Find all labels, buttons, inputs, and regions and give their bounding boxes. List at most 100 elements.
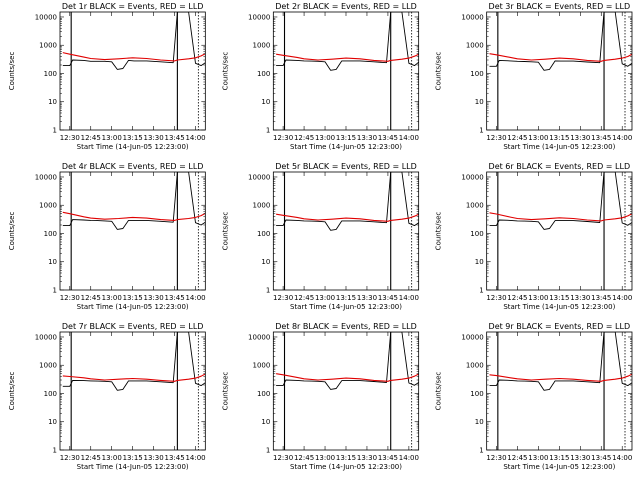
y-tick-label: 100 — [470, 230, 483, 238]
y-tick-label: 1000 — [253, 202, 271, 210]
y-tick-label: 1000 — [253, 42, 271, 50]
y-tick-label: 100 — [44, 70, 57, 78]
series-line-lld — [489, 373, 632, 382]
series-line-lld — [62, 211, 206, 221]
x-tick-label: 13:00 — [528, 134, 548, 142]
x-tick-label: 12:30 — [60, 454, 80, 462]
x-tick-label: 13:30 — [144, 134, 164, 142]
y-tick-label: 1 — [479, 447, 483, 455]
x-axis-label: Start Time (14-Jun-05 12:23:00) — [290, 303, 402, 311]
x-tick-label: 14:00 — [399, 454, 419, 462]
y-tick-label: 10000 — [248, 333, 270, 341]
y-axis-label: Counts/sec — [221, 212, 229, 251]
x-tick-label: 13:15 — [336, 294, 356, 302]
y-tick-label: 10 — [261, 258, 270, 266]
x-tick-label: 13:30 — [144, 454, 164, 462]
x-tick-label: 13:45 — [164, 454, 184, 462]
series-line-events — [276, 12, 419, 71]
x-tick-label: 14:00 — [612, 134, 632, 142]
plot-area — [276, 12, 419, 130]
y-tick-label: 100 — [470, 70, 483, 78]
series-line-events — [276, 172, 419, 231]
series-line-lld — [62, 373, 206, 382]
y-tick-label: 10000 — [461, 333, 483, 341]
x-tick-label: 13:15 — [123, 134, 143, 142]
series-line-events — [276, 332, 419, 390]
x-axis-label: Start Time (14-Jun-05 12:23:00) — [77, 463, 189, 471]
series-line-events — [489, 332, 632, 391]
plot-area — [62, 12, 206, 130]
panel-title: Det 3r BLACK = Events, RED = LLD — [489, 2, 631, 11]
y-tick-label: 1 — [479, 287, 483, 295]
x-tick-label: 13:15 — [549, 454, 569, 462]
y-tick-label: 1 — [266, 287, 270, 295]
panel-title: Det 1r BLACK = Events, RED = LLD — [62, 2, 204, 11]
y-axis-label: Counts/sec — [435, 52, 443, 91]
x-tick-label: 14:00 — [185, 134, 205, 142]
x-tick-label: 13:00 — [315, 294, 335, 302]
x-tick-label: 13:00 — [102, 454, 122, 462]
series-line-events — [489, 172, 632, 230]
plot-frame — [272, 171, 420, 291]
x-tick-label: 13:45 — [378, 134, 398, 142]
panel-title: Det 2r BLACK = Events, RED = LLD — [275, 2, 417, 11]
series-line-lld — [276, 213, 419, 222]
series-line-lld — [62, 52, 206, 62]
x-tick-label: 12:30 — [273, 294, 293, 302]
panel-7: Det 7r BLACK = Events, RED = LLD 1 10 100 10… — [8, 322, 206, 471]
x-tick-label: 12:30 — [60, 134, 80, 142]
x-tick-label: 13:30 — [357, 134, 377, 142]
x-tick-label: 13:00 — [528, 454, 548, 462]
x-tick-label: 12:30 — [273, 454, 293, 462]
x-tick-label: 13:30 — [570, 454, 590, 462]
x-tick-label: 12:30 — [486, 454, 506, 462]
x-tick-label: 14:00 — [185, 294, 205, 302]
plot-frame — [486, 11, 633, 131]
x-tick-label: 13:00 — [315, 454, 335, 462]
x-tick-label: 12:30 — [486, 294, 506, 302]
series-line-lld — [489, 53, 632, 62]
plot-frame — [272, 11, 420, 131]
x-axis-label: Start Time (14-Jun-05 12:23:00) — [77, 143, 189, 151]
x-tick-label: 13:45 — [591, 294, 611, 302]
x-tick-label: 13:15 — [123, 294, 143, 302]
x-tick-label: 13:15 — [336, 134, 356, 142]
y-tick-label: 10000 — [461, 13, 483, 21]
x-tick-label: 13:00 — [315, 134, 335, 142]
panel-9: Det 9r BLACK = Events, RED = LLD 1 10 100 10… — [435, 322, 633, 471]
y-tick-label: 10 — [475, 418, 484, 426]
x-tick-label: 13:45 — [164, 294, 184, 302]
y-tick-label: 100 — [470, 390, 483, 398]
y-tick-label: 100 — [44, 230, 57, 238]
x-tick-label: 13:00 — [528, 294, 548, 302]
x-tick-label: 13:45 — [378, 454, 398, 462]
x-tick-label: 13:00 — [102, 294, 122, 302]
x-tick-label: 12:45 — [294, 454, 314, 462]
y-tick-label: 1 — [266, 447, 270, 455]
x-tick-label: 12:45 — [81, 454, 101, 462]
series-line-events — [489, 12, 632, 71]
x-tick-label: 12:30 — [486, 134, 506, 142]
y-axis-label: Counts/sec — [435, 212, 443, 251]
panel-5: Det 5r BLACK = Events, RED = LLD 1 10 100 10… — [221, 162, 420, 311]
plot-frame — [486, 331, 633, 451]
plot-area — [489, 172, 632, 290]
y-tick-label: 100 — [44, 390, 57, 398]
y-tick-label: 10000 — [35, 173, 57, 181]
y-tick-label: 1 — [53, 447, 57, 455]
y-tick-label: 1 — [53, 287, 57, 295]
plot-frame — [272, 331, 420, 451]
x-tick-label: 13:30 — [570, 134, 590, 142]
series-line-events — [62, 12, 206, 70]
y-tick-label: 1 — [479, 127, 483, 135]
y-tick-label: 10 — [475, 98, 484, 106]
y-tick-label: 1000 — [253, 362, 271, 370]
x-tick-label: 13:30 — [357, 454, 377, 462]
y-tick-label: 10 — [48, 418, 57, 426]
x-axis-label: Start Time (14-Jun-05 12:23:00) — [77, 303, 189, 311]
y-tick-label: 10 — [48, 98, 57, 106]
panel-title: Det 7r BLACK = Events, RED = LLD — [62, 322, 204, 331]
panel-8: Det 8r BLACK = Events, RED = LLD 1 10 100 10… — [221, 322, 420, 471]
x-tick-label: 12:30 — [60, 294, 80, 302]
